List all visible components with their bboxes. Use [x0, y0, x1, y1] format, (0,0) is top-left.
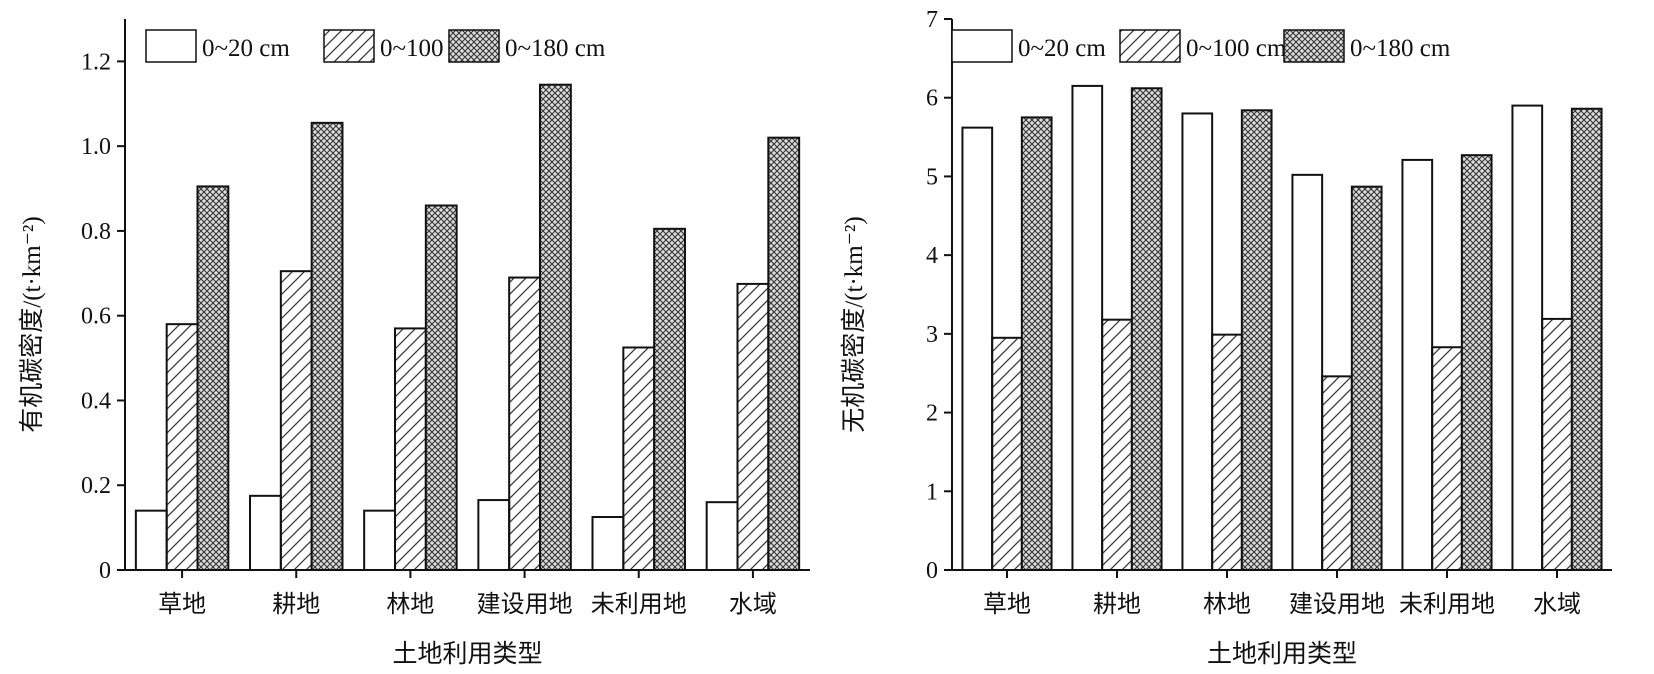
y-tick-label: 0 [99, 558, 111, 584]
legend-swatch-diagonal [323, 29, 375, 63]
x-tick-label: 建设用地 [477, 591, 573, 618]
bar-diagonal [736, 282, 770, 571]
bar-plain [1291, 173, 1324, 571]
bar-crosshatch [1460, 154, 1493, 571]
bar-diagonal [279, 270, 313, 571]
legend-swatch-plain [951, 29, 1013, 63]
y-tick-label: 3 [926, 322, 938, 348]
right-chart-inorganic-carbon: 0 1 2 3 4 5 6 7 草地 耕地 林地 建设用地 未利用地 水域 0~20 cm 0~100 cm 0… [840, 7, 1612, 668]
bar-plain [363, 509, 397, 571]
legend-label: 0~20 cm [1018, 35, 1106, 62]
x-axis-title: 土地利用类型 [1207, 640, 1357, 668]
legend-swatch-plain [145, 29, 197, 63]
bar-diagonal [394, 327, 427, 571]
y-tick-label: 0.6 [81, 304, 111, 330]
bar-diagonal [1211, 333, 1243, 571]
y-axis-title: 有机碳密度/(t·km⁻²) [18, 216, 46, 433]
y-tick-label: 7 [926, 7, 938, 33]
y-tick-label: 1.2 [81, 49, 111, 75]
bar-diagonal [165, 323, 199, 571]
x-tick-label: 耕地 [1093, 591, 1141, 618]
y-tick-label: 0.2 [81, 473, 111, 499]
y-tick-label: 0.4 [81, 388, 111, 414]
bar-plain [591, 516, 625, 571]
y-tick-label: 0.8 [81, 219, 111, 245]
y-axis-title: 无机碳密度/(t·km⁻²) [840, 216, 868, 433]
bar-diagonal [1101, 318, 1133, 571]
bar-diagonal [1321, 375, 1353, 571]
bar-plain [1071, 84, 1104, 572]
legend-swatch-crosshatch [448, 29, 500, 63]
bar-crosshatch [424, 204, 458, 571]
x-tick-label: 林地 [1203, 591, 1251, 618]
bar-crosshatch [196, 185, 230, 572]
bar-plain [705, 501, 739, 571]
bar-diagonal [622, 346, 656, 571]
bar-crosshatch [1020, 116, 1053, 572]
y-tick-label: 0 [926, 558, 938, 584]
x-tick-label: 水域 [729, 591, 777, 618]
y-tick-label: 6 [926, 86, 938, 112]
y-tick-label: 4 [926, 243, 938, 269]
bar-plain [477, 499, 511, 572]
x-tick-label: 建设用地 [1289, 591, 1385, 618]
y-tick-label: 2 [926, 401, 938, 427]
bar-plain [249, 494, 282, 572]
x-tick-label: 草地 [158, 591, 206, 618]
x-tick-label: 水域 [1533, 591, 1581, 618]
bar-diagonal [1431, 346, 1463, 572]
bar-crosshatch [1240, 109, 1273, 572]
bar-diagonal [991, 336, 1023, 571]
legend-label: 0~180 cm [1350, 35, 1451, 62]
x-tick-label: 草地 [983, 591, 1031, 618]
bar-crosshatch [310, 121, 344, 571]
bar-plain [1511, 104, 1544, 571]
left-chart-organic-carbon: 0 0.2 0.4 0.6 0.8 1.0 1.2 草地 耕地 林地 建设用地 未利用地 水域 0~20 … [18, 19, 810, 668]
x-tick-label: 耕地 [272, 591, 320, 618]
bar-diagonal [1541, 317, 1573, 571]
y-tick-label: 5 [926, 164, 938, 190]
legend-swatch-diagonal [1119, 29, 1181, 63]
bar-plain [134, 509, 168, 571]
bar-diagonal [508, 276, 541, 571]
y-tick-label: 1 [926, 479, 938, 505]
x-tick-label: 未利用地 [1399, 591, 1495, 618]
bar-crosshatch [767, 136, 801, 572]
bar-crosshatch [653, 227, 686, 572]
bar-crosshatch [1130, 87, 1163, 571]
legend-label: 0~20 cm [202, 35, 290, 62]
x-tick-label: 未利用地 [591, 591, 687, 618]
legend-label: 0~100 cm [1186, 35, 1287, 62]
bar-plain [961, 126, 994, 572]
legend-swatch-crosshatch [1283, 29, 1345, 63]
bar-crosshatch [538, 83, 572, 571]
y-tick-label: 1.0 [81, 134, 111, 160]
bar-crosshatch [1350, 185, 1383, 571]
bar-plain [1401, 158, 1434, 572]
x-tick-label: 林地 [386, 591, 434, 618]
x-axis-title: 土地利用类型 [392, 640, 542, 668]
bar-crosshatch [1570, 107, 1603, 571]
bar-plain [1181, 112, 1214, 571]
legend-label: 0~180 cm [505, 35, 606, 62]
